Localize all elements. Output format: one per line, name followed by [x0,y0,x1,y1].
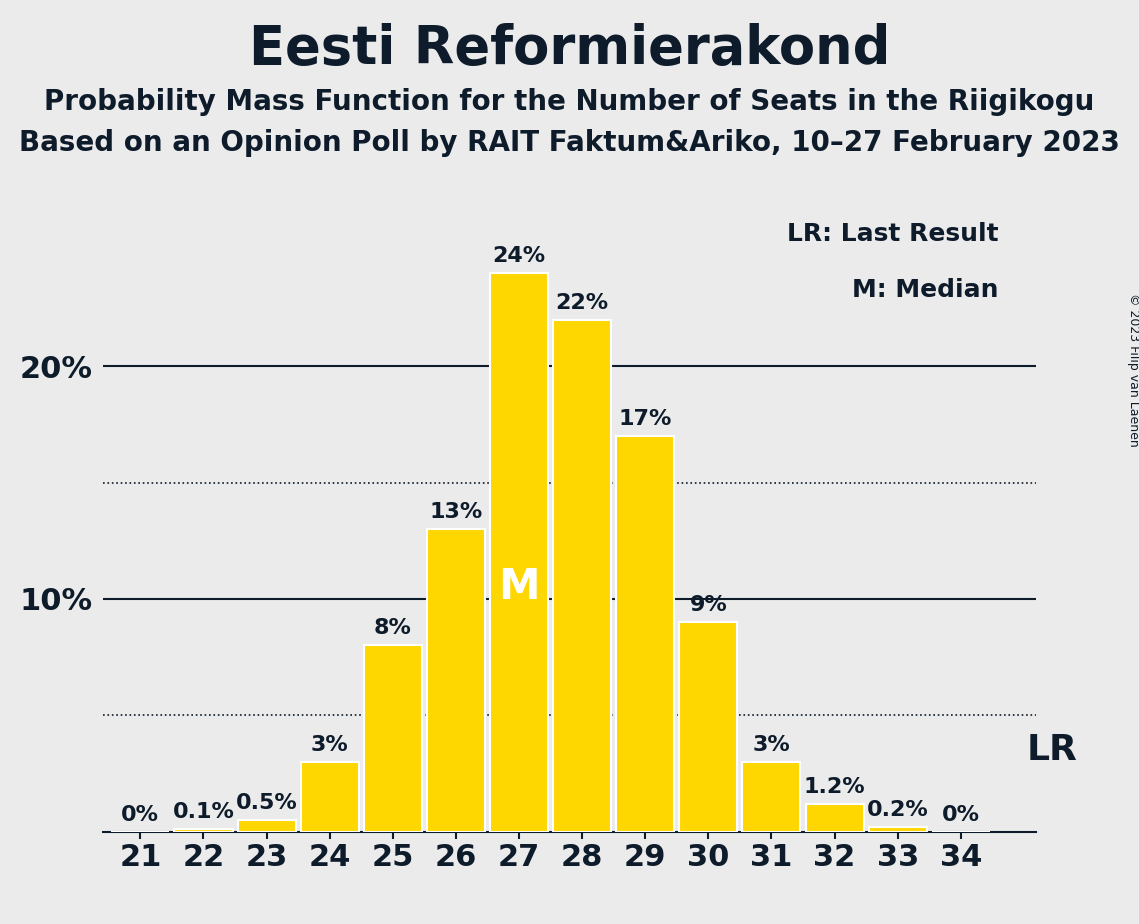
Text: M: M [498,566,540,608]
Text: Probability Mass Function for the Number of Seats in the Riigikogu: Probability Mass Function for the Number… [44,88,1095,116]
Text: © 2023 Filip van Laenen: © 2023 Filip van Laenen [1126,293,1139,446]
Bar [363,646,421,832]
Bar [869,827,927,832]
Text: 17%: 17% [618,409,672,429]
Bar [174,829,232,832]
Text: Eesti Reformierakond: Eesti Reformierakond [248,23,891,75]
Bar [554,320,612,832]
Bar [301,761,359,832]
Text: 0.1%: 0.1% [172,802,235,822]
Text: 3%: 3% [753,735,790,755]
Text: Based on an Opinion Poll by RAIT Faktum&Ariko, 10–27 February 2023: Based on an Opinion Poll by RAIT Faktum&… [19,129,1120,157]
Text: LR: LR [1027,733,1077,767]
Bar [616,436,674,832]
Text: 22%: 22% [556,293,608,312]
Text: 9%: 9% [689,595,727,615]
Bar [238,820,296,832]
Text: 1.2%: 1.2% [804,777,866,796]
Text: 0.2%: 0.2% [867,800,928,820]
Text: 0%: 0% [942,805,980,824]
Bar [743,761,801,832]
Bar [679,622,737,832]
Text: 0.5%: 0.5% [236,793,297,813]
Text: M: Median: M: Median [852,278,999,302]
Text: 0%: 0% [122,805,159,824]
Text: LR: Last Result: LR: Last Result [787,222,999,246]
Bar [490,274,548,832]
Bar [427,529,485,832]
Bar [805,804,863,832]
Text: 24%: 24% [492,246,546,266]
Text: 8%: 8% [374,618,411,638]
Text: 3%: 3% [311,735,349,755]
Text: 13%: 13% [429,502,483,522]
